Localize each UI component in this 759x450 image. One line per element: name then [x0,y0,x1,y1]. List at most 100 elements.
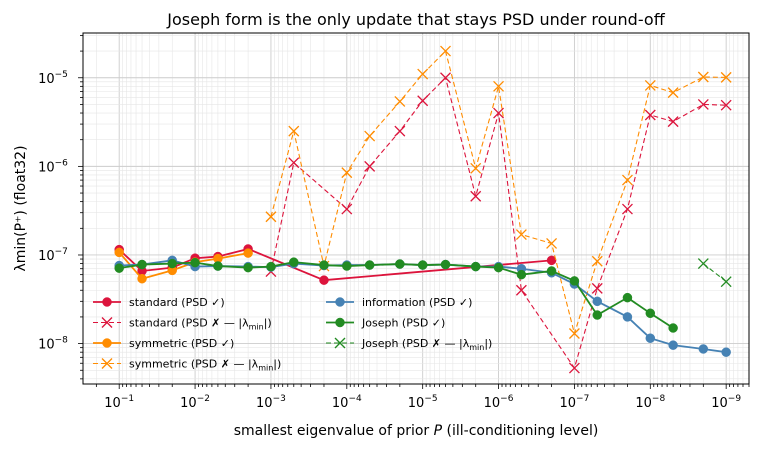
x-tick-label: 10−8 [635,394,665,411]
data-point [213,261,223,271]
data-point [335,317,345,328]
x-tick-label: 10−7 [560,394,590,411]
x-tick-label: 10−6 [484,394,514,411]
data-point [622,312,633,322]
data-point [697,71,709,83]
x-tick-label: 10−9 [711,394,741,411]
legend-item: information (PSD ✓) [326,296,472,309]
series-line [118,247,552,282]
series-layer [114,45,732,374]
y-tick-label: 10−8 [38,336,68,353]
data-point [515,229,527,241]
data-point [721,347,731,357]
data-point [720,71,732,83]
y-tick-label: 10−6 [38,158,68,175]
grid [83,33,750,384]
data-point [102,338,112,348]
data-point [546,255,557,266]
legend-label: standard (PSD ✓) [129,296,225,309]
data-point [114,247,124,258]
data-point [319,260,329,270]
data-point [417,68,429,80]
legend-label: symmetric (PSD ✓) [129,337,234,350]
data-point [697,258,709,270]
data-point [289,257,299,267]
data-point [592,296,603,307]
y-tick-label: 10−7 [38,247,68,264]
data-point [621,174,633,186]
legend-label: Joseph (PSD ✓) [361,317,445,330]
data-point [667,87,679,99]
data-point [265,211,277,223]
data-point [516,269,527,280]
data-point [667,116,679,128]
x-tick-label: 10−4 [332,394,362,411]
legend-label: Joseph (PSD ✗ — |λmin|) [361,337,492,352]
data-point [440,259,451,270]
data-point [697,98,709,110]
data-point [720,99,732,111]
data-point [568,362,580,374]
data-point [137,273,147,284]
data-point [243,262,253,273]
legend-label: standard (PSD ✗ — |λmin|) [129,317,272,332]
data-point [167,258,177,269]
data-point [470,162,482,174]
y-axis-label: λmin(P⁺) (float32) [13,145,29,271]
data-point [319,275,329,285]
series-6 [697,258,732,288]
data-point [364,160,376,172]
plot-frame [82,32,750,385]
data-point [720,276,732,288]
legend-item: symmetric (PSD ✗ — |λmin|) [93,358,281,373]
x-tick-label: 10−1 [104,394,134,411]
data-point [394,125,406,137]
data-point [364,260,375,270]
data-point [515,284,527,296]
data-point [493,262,504,273]
data-point [592,310,603,320]
x-tick-label: 10−3 [256,394,286,411]
data-point [137,259,147,270]
legend: standard (PSD ✓) standard (PSD ✗ — |λmin|… [93,296,492,373]
chart-title: Joseph form is the only update that stay… [166,10,665,29]
data-point [440,45,451,57]
data-point [417,260,428,270]
data-point [569,276,580,286]
data-point [440,72,451,84]
data-point [101,358,113,369]
legend-item: symmetric (PSD ✓) [93,337,234,350]
data-point [645,333,656,343]
data-point [266,261,276,272]
data-point [334,337,346,349]
legend-item: standard (PSD ✓) [93,296,225,309]
data-point [493,107,505,119]
data-point [644,79,656,91]
data-point [493,80,505,92]
data-point [342,261,352,271]
series-line [118,251,249,280]
y-tick-label: 10−5 [38,70,68,87]
x-tick-label: 10−5 [408,394,438,411]
data-point [470,261,481,272]
x-tick-label: 10−2 [180,394,210,411]
series-3 [265,45,732,339]
tick-layer: 10−1 10−2 10−3 10−4 10−5 10−6 10−7 10−8 10−9 10−8… [38,35,750,411]
legend-item: Joseph (PSD ✗ — |λmin|) [326,337,492,352]
legend-label: symmetric (PSD ✗ — |λmin|) [129,358,281,373]
x-axis-label: smallest eigenvalue of prior P (ill-cond… [234,423,599,439]
legend-item: standard (PSD ✗ — |λmin|) [93,317,272,332]
data-point [288,125,300,137]
data-point [546,266,557,276]
data-point [114,263,124,273]
data-point [335,297,345,307]
data-point [591,282,603,294]
data-point [644,109,656,121]
data-point [668,323,678,333]
series-5 [114,257,678,333]
data-point [395,259,405,269]
data-point [341,167,353,179]
data-point [591,255,603,267]
data-point [470,190,482,202]
